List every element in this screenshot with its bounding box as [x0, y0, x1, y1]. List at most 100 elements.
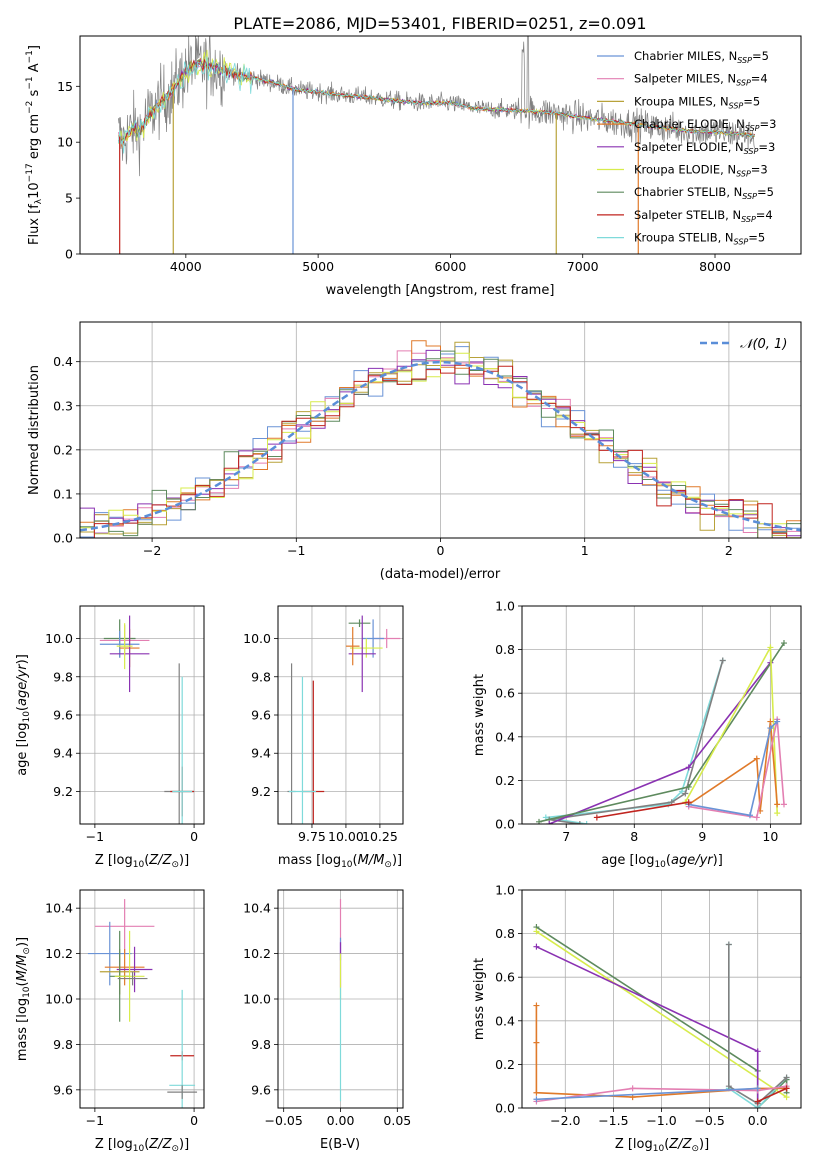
weight-line [727, 944, 788, 1105]
weight-marker [685, 799, 692, 806]
legend-label: Kroupa ELODIE, NSSP=3 [634, 163, 768, 179]
y-tick-label: 0.3 [53, 398, 73, 413]
y-tick-label: 10.0 [45, 992, 73, 1007]
residual-histogram [80, 350, 801, 538]
weight-line [536, 1085, 787, 1103]
y-tick-label: 0.4 [495, 729, 515, 744]
y-tick-label: 0 [65, 247, 73, 262]
y-tick-label: 9.8 [53, 1037, 73, 1052]
weight-line [535, 930, 788, 1098]
y-tick-label: 9.4 [53, 746, 73, 761]
y-tick-label: 10.2 [243, 946, 271, 961]
x-tick-label: 5000 [302, 259, 334, 274]
mass-vs-ebv-panel: −0.05 0.00 0.05 9.6 9.8 10.0 10.2 10.4 E(B-V) [243, 889, 411, 1152]
weight-marker [533, 1096, 540, 1103]
x-tick-label: 0 [190, 829, 198, 844]
y-tick-label: 9.2 [251, 784, 271, 799]
y-tick-label: 0.8 [495, 642, 515, 657]
x-tick-label: −1 [86, 829, 104, 844]
residual-xlabel: (data-model)/error [380, 567, 501, 582]
y-tick-label: 9.8 [251, 669, 271, 684]
weight-marker [767, 725, 774, 732]
weight-marker [753, 814, 760, 821]
spectrum-ylabel: Flux [fλ10−17 erg cm−2 s−1 A−1] [25, 45, 44, 245]
x-tick-label: 0.0 [748, 1113, 768, 1128]
x-tick-label: 1 [581, 543, 589, 558]
y-tick-label: 10.0 [45, 631, 73, 646]
weight-z-ylabel: mass weight [472, 958, 487, 1040]
y-tick-label: 10.4 [243, 901, 271, 916]
weight-marker [685, 764, 692, 771]
x-tick-label: −1 [86, 1113, 104, 1128]
y-tick-label: 9.6 [53, 1082, 73, 1097]
weight-marker [774, 718, 781, 725]
y-tick-label: 9.8 [251, 1037, 271, 1052]
mass-z-ylabel: mass [log10(M/M⊙)] [15, 937, 32, 1061]
weight-line [688, 719, 785, 819]
weight-marker [783, 1094, 790, 1101]
x-tick-label: −1.0 [646, 1113, 676, 1128]
weight-marker [746, 812, 753, 819]
y-tick-label: 9.8 [53, 669, 73, 684]
weight-line [757, 1087, 787, 1103]
weight-line [688, 720, 778, 817]
legend-label: Chabrier ELODIE, NSSP=3 [634, 117, 776, 133]
y-tick-label: 1.0 [495, 883, 515, 898]
x-tick-label: 8 [630, 829, 638, 844]
age-z-ylabel: age [log10(age/yr)] [15, 654, 32, 776]
y-tick-label: 1.0 [495, 599, 515, 614]
weight-line [536, 1087, 758, 1101]
weight-marker [533, 943, 540, 950]
weight-marker [725, 941, 732, 948]
legend-label: Salpeter MILES, NSSP=4 [634, 72, 768, 88]
y-tick-label: 9.4 [251, 746, 271, 761]
y-tick-label: 10.0 [243, 631, 271, 646]
residual-panel: −2 −1 0 1 2 0.0 0.1 0.2 0.3 0.4 (data-model)/erro… [27, 321, 802, 582]
weight-marker [767, 644, 774, 651]
x-tick-label: 10 [762, 829, 778, 844]
weight-marker [754, 1098, 761, 1105]
weight-z-xlabel: Z [log10(Z/Z⊙)] [615, 1137, 709, 1154]
mass-z-xlabel: Z [log10(Z/Z⊙)] [95, 1137, 189, 1154]
weight-line [596, 801, 689, 819]
residual-legend-label: 𝒩(0, 1) [740, 337, 787, 352]
weight-marker [767, 718, 774, 725]
x-tick-label: −0.05 [265, 1113, 303, 1128]
weight-marker [593, 814, 600, 821]
weight-marker [533, 928, 540, 935]
x-tick-label: −1.5 [598, 1113, 628, 1128]
y-tick-label: 9.2 [53, 784, 73, 799]
x-tick-label: 10.00 [328, 829, 364, 844]
x-tick-label: 4000 [170, 259, 202, 274]
legend-label: Salpeter ELODIE, NSSP=3 [634, 140, 775, 156]
weight-marker [780, 801, 787, 808]
weight-vs-age-panel: 7 8 9 10 0.0 0.2 0.4 0.6 0.8 1.0 age [log10(age/y… [472, 599, 802, 870]
spectrum-panel: 4000 5000 6000 7000 8000 0 5 10 15 wavelength [A… [25, 35, 802, 298]
spectrum-xlabel: wavelength [Angstrom, rest frame] [326, 283, 555, 298]
x-tick-label: −2.0 [550, 1113, 580, 1128]
y-tick-label: 9.6 [53, 708, 73, 723]
weight-marker [754, 1085, 761, 1092]
weight-marker [783, 1085, 790, 1092]
spectrum-model-line [118, 56, 755, 154]
x-tick-label: 9.75 [298, 829, 326, 844]
weight-marker [774, 801, 781, 808]
normal-pdf-curve [80, 360, 801, 532]
weight-marker [719, 657, 726, 664]
weight-marker [685, 783, 692, 790]
weight-marker [753, 755, 760, 762]
legend-label: Kroupa MILES, NSSP=5 [634, 94, 760, 110]
weight-marker [583, 821, 590, 824]
residual-legend: 𝒩(0, 1) [700, 337, 787, 352]
figure-title: PLATE=2086, MJD=53401, FIBERID=0251, z=0… [233, 14, 646, 33]
x-tick-label: 10.25 [362, 829, 398, 844]
weight-vs-z-panel: −2.0 −1.5 −1.0 −0.5 0.0 0.0 0.2 0.4 0.6 0.8 1.0 Z … [472, 883, 802, 1154]
y-tick-label: 5 [65, 191, 73, 206]
residual-ylabel: Normed distribution [27, 365, 42, 495]
y-tick-label: 10 [57, 135, 73, 150]
y-tick-label: 10.4 [45, 901, 73, 916]
y-tick-label: 15 [57, 79, 73, 94]
legend-label: Chabrier MILES, NSSP=5 [634, 49, 769, 65]
